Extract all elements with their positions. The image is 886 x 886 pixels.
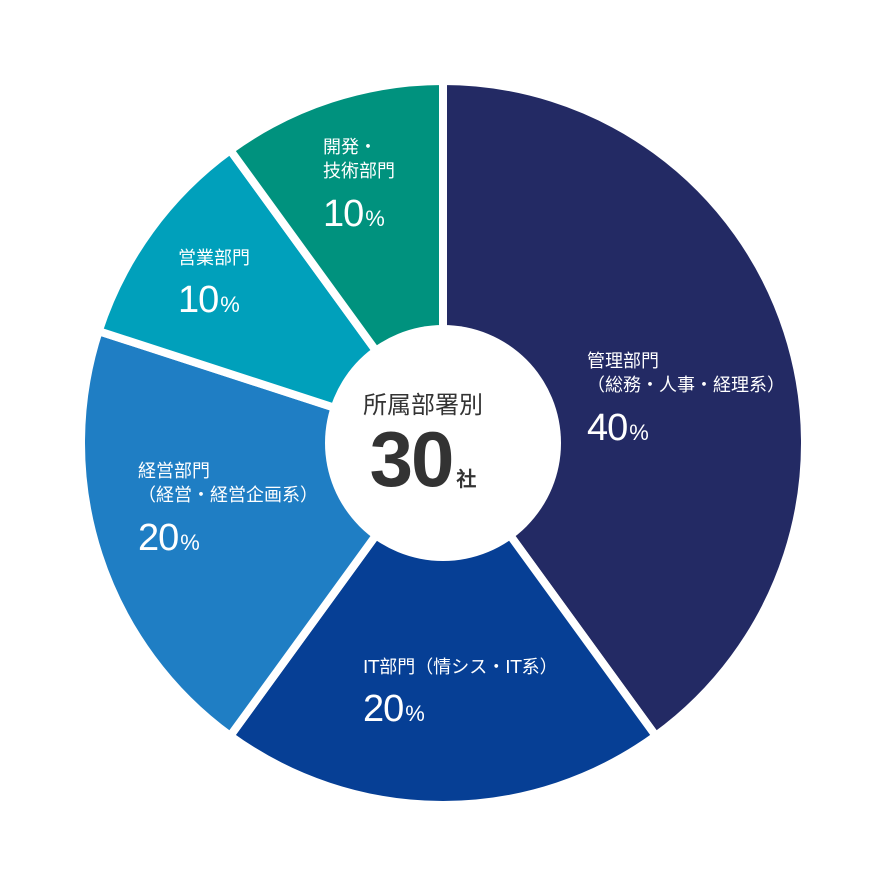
slice-value-kanri: 40% bbox=[587, 406, 649, 449]
slice-value-eigyo: 10% bbox=[178, 279, 240, 322]
slice-name-eigyo: 営業部門 bbox=[178, 248, 250, 269]
slice-label-keiei: 経営部門 （経営・経営企画系） 20% bbox=[138, 460, 318, 564]
center-unit: 社 bbox=[456, 467, 477, 491]
slice-label-it: IT部門（情シス・IT系） 20% bbox=[363, 656, 558, 736]
slice-label-kanri: 管理部門 （総務・人事・経理系） 40% bbox=[587, 350, 785, 454]
slice-value-kaihatsu: 10% bbox=[323, 192, 385, 235]
slice-value-keiei: 20% bbox=[138, 516, 200, 559]
slice-value-it: 20% bbox=[363, 688, 425, 731]
slice-name-it: IT部門（情シス・IT系） bbox=[363, 657, 558, 678]
slice-label-eigyo: 営業部門 10% bbox=[178, 247, 250, 327]
slice-kanri bbox=[439, 76, 809, 742]
slice-name-kanri: 管理部門 （総務・人事・経理系） bbox=[587, 351, 785, 397]
slice-name-keiei: 経営部門 （経営・経営企画系） bbox=[138, 461, 318, 507]
slice-label-kaihatsu: 開発・ 技術部門 10% bbox=[323, 136, 395, 240]
slice-it bbox=[224, 436, 662, 809]
center-value: 30 bbox=[369, 415, 455, 503]
center-summary: 所属部署別 30 社 bbox=[328, 343, 518, 533]
center-title: 所属部署別 bbox=[363, 391, 483, 419]
center-circle bbox=[325, 325, 561, 561]
slice-name-kaihatsu: 開発・ 技術部門 bbox=[323, 137, 395, 183]
center-count: 30 社 bbox=[328, 420, 518, 518]
